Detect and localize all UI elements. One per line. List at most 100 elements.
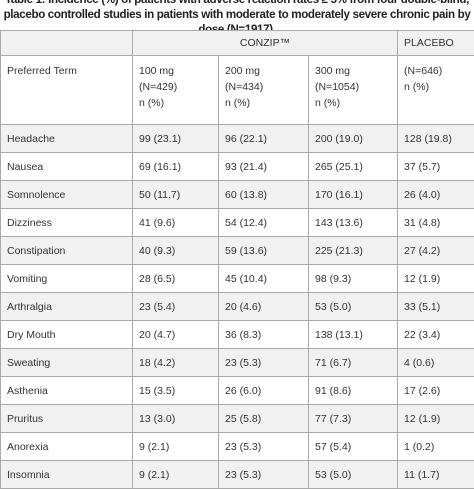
value-cell: 22 (3.4) [398,321,474,349]
term-cell: Constipation [1,237,133,265]
term-cell: Nausea [1,153,133,181]
term-cell: Vomiting [1,265,133,293]
value-cell: 17 (2.6) [398,377,474,405]
header-cell: 100 mg(N=429)n (%) [133,56,219,125]
value-cell: 138 (13.1) [309,321,398,349]
header-line: n (%) [139,95,218,111]
value-cell: 170 (16.1) [309,181,398,209]
value-cell: 31 (4.8) [398,209,474,237]
term-cell: Anorexia [1,433,133,461]
header-line: 200 mg [225,63,308,79]
term-cell: Dizziness [1,209,133,237]
value-cell: 77 (7.3) [309,405,398,433]
header-line: Preferred Term [7,63,132,79]
value-cell: 15 (3.5) [133,377,219,405]
header-line: (N=434) [225,79,308,95]
value-cell: 23 (5.3) [219,349,309,377]
value-cell: 41 (9.6) [133,209,219,237]
value-cell: 96 (22.1) [219,125,309,153]
term-cell: Somnolence [1,181,133,209]
value-cell: 33 (5.1) [398,293,474,321]
value-cell: 23 (5.3) [219,461,309,489]
header-line: (N=646) [404,63,474,79]
term-cell: Insomnia [1,461,133,489]
value-cell: 20 (4.6) [219,293,309,321]
value-cell: 11 (1.7) [398,461,474,489]
value-cell: 28 (6.5) [133,265,219,293]
term-cell: Pruritus [1,405,133,433]
value-cell: 37 (5.7) [398,153,474,181]
value-cell: 23 (5.3) [219,433,309,461]
header-line: (N=1054) [315,79,397,95]
header-cell: 200 mg(N=434)n (%) [219,56,309,125]
term-cell: Arthralgia [1,293,133,321]
header-cell: PLACEBO [398,31,474,56]
page: Table 1: Incidence (%) of patients with … [0,0,474,476]
value-cell: 59 (13.6) [219,237,309,265]
value-cell: 98 (9.3) [309,265,398,293]
value-cell: 9 (2.1) [133,433,219,461]
value-cell: 200 (19.0) [309,125,398,153]
value-cell: 1 (0.2) [398,433,474,461]
value-cell: 69 (16.1) [133,153,219,181]
value-cell: 53 (5.0) [309,461,398,489]
value-cell: 23 (5.4) [133,293,219,321]
value-cell: 13 (3.0) [133,405,219,433]
value-cell: 71 (6.7) [309,349,398,377]
value-cell: 26 (6.0) [219,377,309,405]
header-line: n (%) [315,95,397,111]
value-cell: 12 (1.9) [398,265,474,293]
header-line: n (%) [404,79,474,95]
header-cell: (N=646)n (%) [398,56,474,125]
table-title: Table 1: Incidence (%) of patients with … [0,0,474,30]
group-header-row: CONZIP™ PLACEBO [1,31,474,56]
value-cell: 45 (10.4) [219,265,309,293]
term-cell: Headache [1,125,133,153]
value-cell: 9 (2.1) [133,461,219,489]
value-cell: 40 (9.3) [133,237,219,265]
header-cell: 300 mg(N=1054)n (%) [309,56,398,125]
value-cell: 128 (19.8) [398,125,474,153]
value-cell: 4 (0.6) [398,349,474,377]
term-cell: Dry Mouth [1,321,133,349]
value-cell: 57 (5.4) [309,433,398,461]
header-line: 100 mg [139,63,218,79]
value-cell: 60 (13.8) [219,181,309,209]
term-cell: Sweating [1,349,133,377]
value-cell: 27 (4.2) [398,237,474,265]
term-cell: Asthenia [1,377,133,405]
value-cell: 26 (4.0) [398,181,474,209]
value-cell: 25 (5.8) [219,405,309,433]
header-line: 300 mg [315,63,397,79]
value-cell: 93 (21.4) [219,153,309,181]
value-cell: 265 (25.1) [309,153,398,181]
value-cell: 99 (23.1) [133,125,219,153]
value-cell: 53 (5.0) [309,293,398,321]
value-cell: 20 (4.7) [133,321,219,349]
value-cell: 143 (13.6) [309,209,398,237]
header-cell [1,31,133,56]
header-cell: CONZIP™ [133,31,398,56]
value-cell: 225 (21.3) [309,237,398,265]
value-cell: 18 (4.2) [133,349,219,377]
value-cell: 36 (8.3) [219,321,309,349]
value-cell: 12 (1.9) [398,405,474,433]
value-cell: 50 (11.7) [133,181,219,209]
value-cell: 91 (8.6) [309,377,398,405]
header-cell: Preferred Term [1,56,133,125]
